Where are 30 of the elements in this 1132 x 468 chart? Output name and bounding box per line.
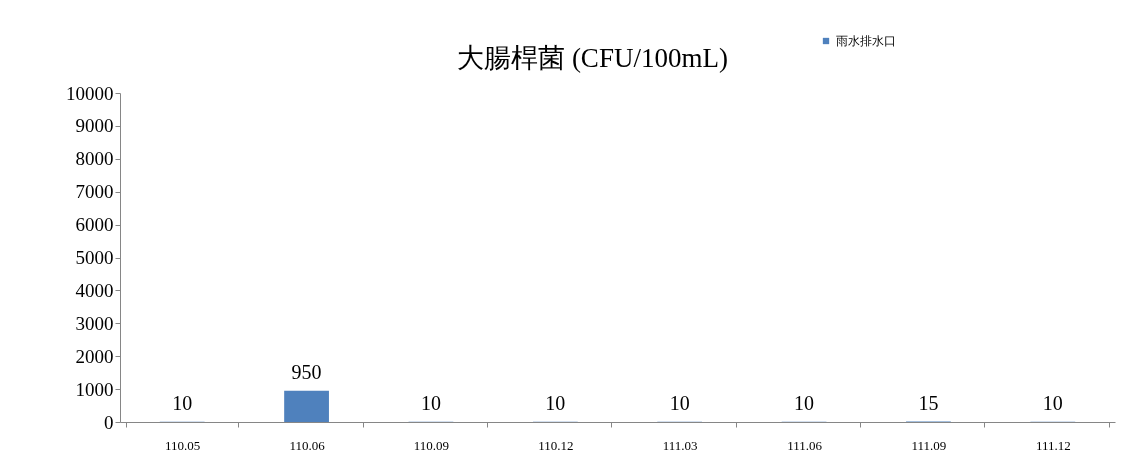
y-tick-label: 6000 <box>75 214 114 236</box>
y-tick-label: 5000 <box>75 247 114 268</box>
legend-label: 雨水排水口 <box>836 34 896 48</box>
y-tick-label: 8000 <box>75 148 114 170</box>
y-tick-label: 9000 <box>75 115 114 137</box>
x-tick-label: 110.06 <box>289 437 326 453</box>
y-tick-label: 1000 <box>75 378 114 400</box>
data-label: 15 <box>918 391 939 414</box>
x-tick-label: 111.12 <box>1035 437 1071 453</box>
x-tick-label: 110.05 <box>165 437 201 453</box>
data-label: 10 <box>420 391 441 414</box>
chart-title: 大腸桿菌 (CFU/100mL) <box>457 43 728 73</box>
y-tick-label: 3000 <box>75 312 114 334</box>
data-label: 10 <box>1042 391 1063 414</box>
y-tick-label: 4000 <box>75 279 114 301</box>
x-tick-label: 111.03 <box>662 437 698 453</box>
data-label: 10 <box>172 391 193 414</box>
data-label: 10 <box>545 391 566 414</box>
x-tick-label: 111.06 <box>787 437 823 453</box>
y-tick-label: 2000 <box>75 345 114 367</box>
x-tick-label: 110.09 <box>413 437 450 453</box>
x-tick-label: 110.12 <box>538 437 574 453</box>
data-label: 10 <box>669 391 690 414</box>
y-tick-label: 0 <box>104 411 114 433</box>
y-tick-label: 7000 <box>75 181 114 203</box>
bar <box>284 390 329 422</box>
data-label: 950 <box>291 360 322 383</box>
x-tick-label: 111.09 <box>911 437 947 453</box>
data-label: 10 <box>794 391 815 414</box>
y-tick-label: 10000 <box>66 82 114 104</box>
